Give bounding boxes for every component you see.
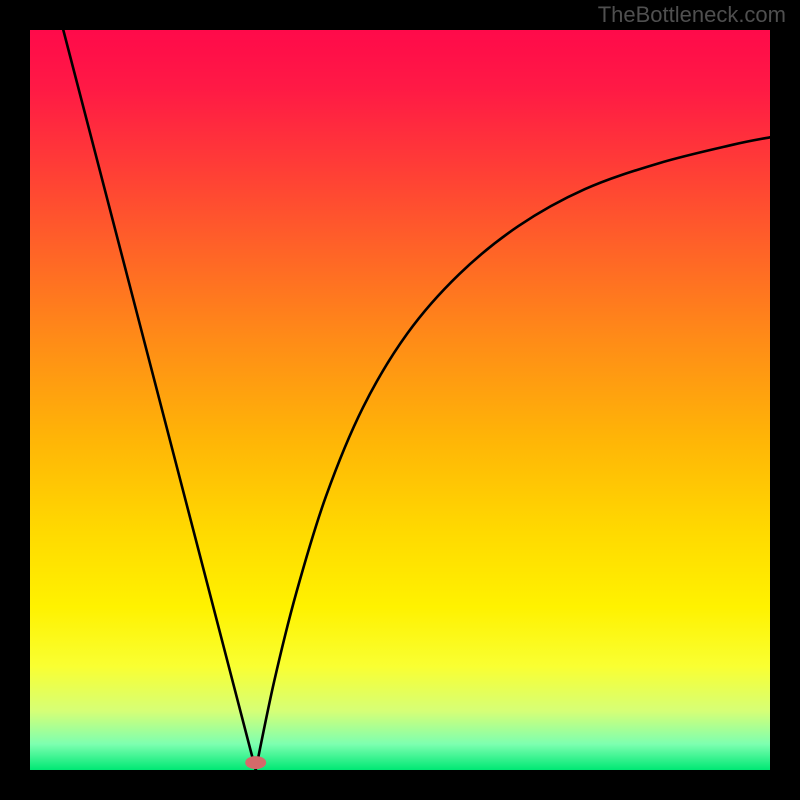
chart-container: TheBottleneck.com bbox=[0, 0, 800, 800]
plot-background bbox=[30, 30, 770, 770]
watermark-text: TheBottleneck.com bbox=[598, 2, 786, 28]
optimal-point-marker bbox=[246, 757, 266, 769]
bottleneck-chart bbox=[0, 0, 800, 800]
